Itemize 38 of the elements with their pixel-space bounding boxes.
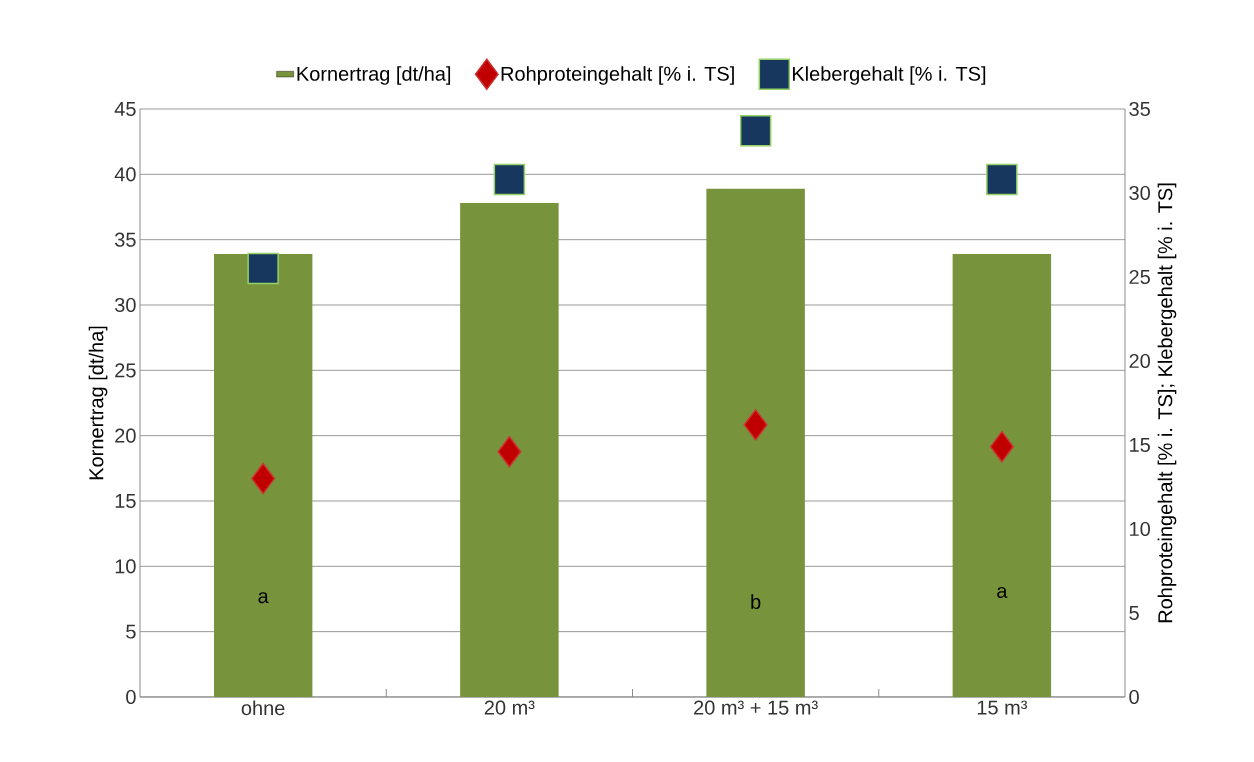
y2-tick-label: 25 [1129,269,1150,285]
y-axis-title: Kornertrag [dt/ha] [88,326,108,480]
y2-tick-label: 10 [1130,521,1150,537]
annotation: a [997,586,1008,598]
y2-tick-label: 20 [1129,353,1150,369]
annotation: a [258,592,269,604]
point [497,435,522,468]
point [251,462,276,495]
point [493,163,526,196]
annotation: b [751,594,761,609]
point [739,115,772,147]
legend-label: Klebergehalt [% i. TS] [792,66,986,85]
y-tick-label: 20 [115,428,136,443]
x-tick-label: 20 m³ [484,700,535,715]
x-tick-label: 20 m³ + 15 m³ [694,700,818,715]
y-tick-label: 5 [126,624,136,639]
y-tick-label: 10 [115,559,136,574]
point [743,409,768,441]
y2-tick-label: 30 [1129,185,1150,201]
y2-tick-label: 0 [1129,689,1139,705]
point [247,252,279,285]
y-tick-label: 40 [114,167,136,182]
y-tick-label: 15 [115,494,136,508]
y2-tick-label: 15 [1130,438,1150,452]
y2-tick-label: 35 [1129,101,1150,117]
point [986,163,1018,196]
y-tick-label: 30 [115,297,136,313]
x-tick-label: ohne [241,700,285,716]
y-tick-label: 45 [114,102,136,116]
y-tick-label: 0 [126,689,136,705]
y2-tick-label: 5 [1129,606,1139,620]
legend-label: Rohproteingehalt [% i. TS] [501,66,734,85]
y-tick-label: 25 [115,363,136,378]
y2-axis-title: Rohproteingehalt [% i. TS]; Klebergehalt [% i. TS] [1157,183,1177,623]
point [989,430,1014,463]
x-tick-label: 15 m³ [977,700,1028,715]
y-tick-label: 35 [115,232,136,247]
legend-label: Kornertrag [dt/ha] [297,66,451,85]
